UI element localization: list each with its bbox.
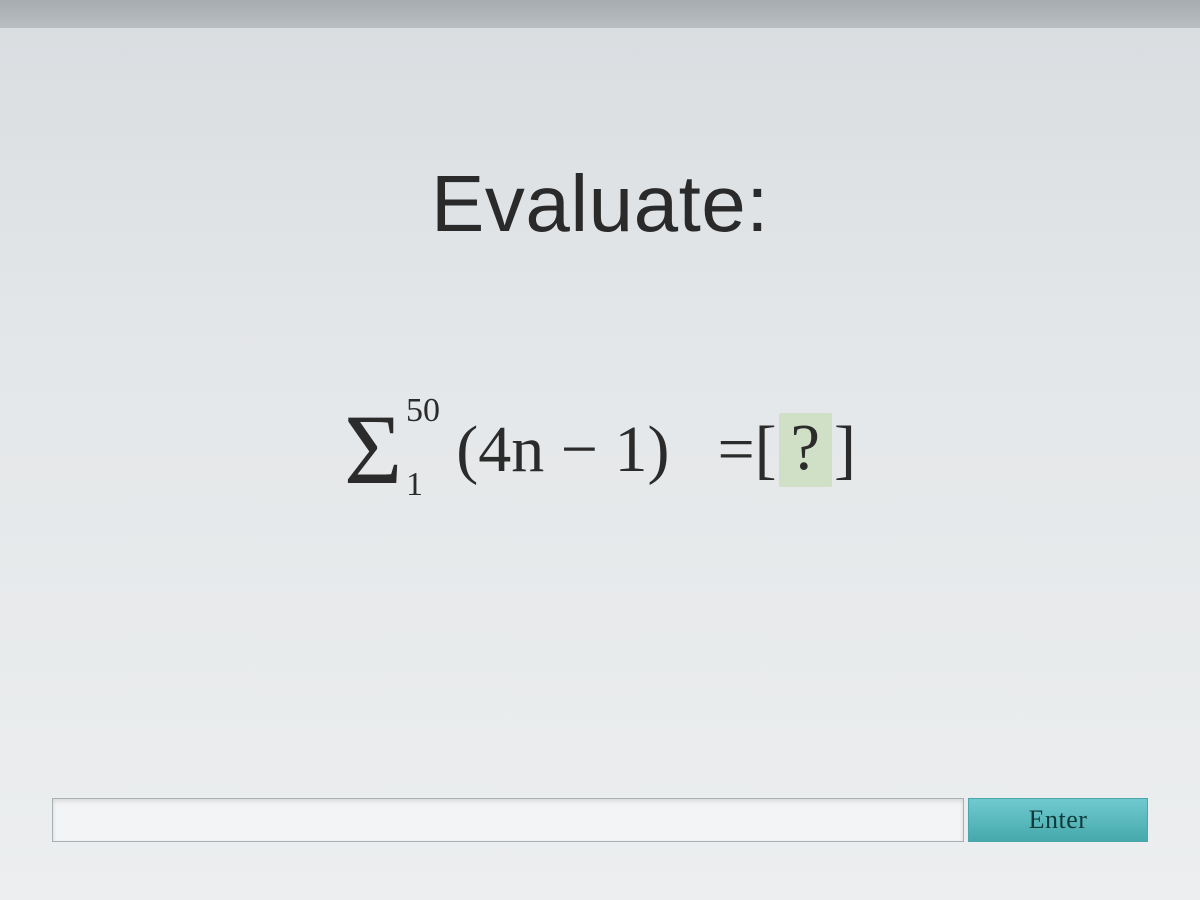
sigma-upper-limit: 50 xyxy=(406,394,440,428)
window-top-edge xyxy=(0,0,1200,28)
sigma-icon: Σ xyxy=(344,394,402,505)
sigma-lower-limit: 1 xyxy=(406,468,423,502)
left-bracket: [ xyxy=(755,412,777,488)
page-title: Evaluate: xyxy=(431,158,769,250)
summand-term: (4n − 1) xyxy=(456,412,669,488)
quiz-page: Evaluate: Σ 50 1 (4n − 1) = [ ? ] Enter xyxy=(0,28,1200,900)
answer-blank[interactable]: ? xyxy=(779,413,832,487)
equals-sign: = xyxy=(717,412,754,488)
sigma-block: Σ 50 1 xyxy=(344,400,402,500)
summation-expression: Σ 50 1 (4n − 1) = [ ? ] xyxy=(344,400,856,500)
right-bracket: ] xyxy=(834,412,856,488)
answer-row: Enter xyxy=(52,798,1148,842)
enter-button[interactable]: Enter xyxy=(968,798,1148,842)
answer-input[interactable] xyxy=(52,798,964,842)
